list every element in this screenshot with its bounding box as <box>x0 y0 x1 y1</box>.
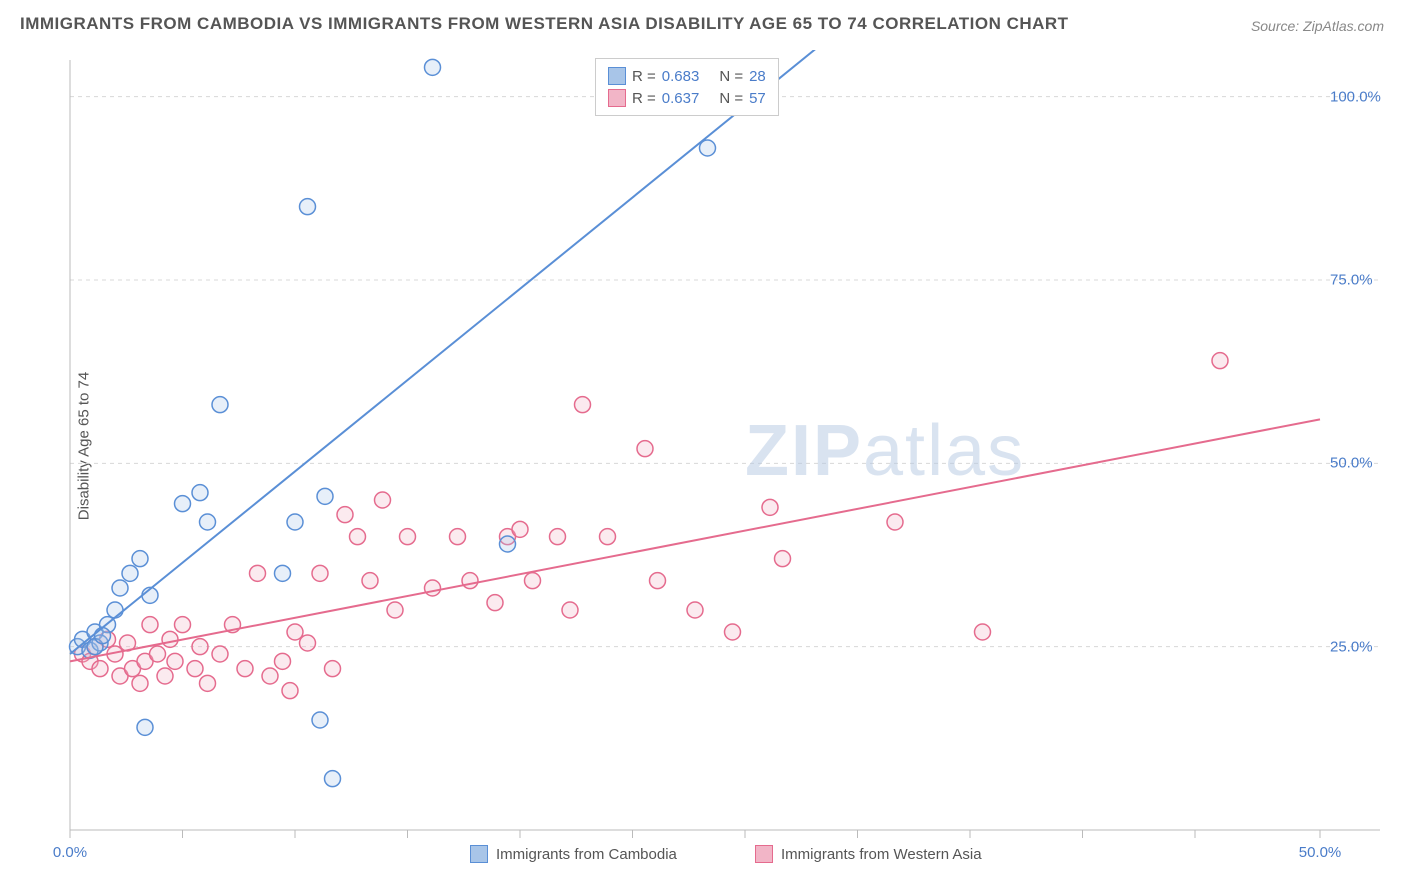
legend-swatch <box>608 67 626 85</box>
chart-title: IMMIGRANTS FROM CAMBODIA VS IMMIGRANTS F… <box>20 14 1069 34</box>
legend-n-label: N = <box>719 90 743 107</box>
legend-n-value: 28 <box>749 68 766 85</box>
legend-n-value: 57 <box>749 90 766 107</box>
x-tick-label: 50.0% <box>1299 844 1342 861</box>
y-tick-label: 100.0% <box>1330 88 1381 105</box>
y-tick-label: 25.0% <box>1330 638 1373 655</box>
chart-area: ZIPatlas R =0.683N =28R =0.637N =57 0.0%… <box>55 50 1335 840</box>
legend-r-label: R = <box>632 90 656 107</box>
legend-swatch <box>755 845 773 863</box>
stats-legend: R = 0.683 N = 28 R = 0.637 N = 57 <box>595 58 779 116</box>
legend-r-value: 0.637 <box>662 90 700 107</box>
source-attribution: Source: ZipAtlas.com <box>1251 18 1384 34</box>
x-tick-label: 0.0% <box>53 844 87 861</box>
y-tick-label: 50.0% <box>1330 455 1373 472</box>
legend-n-label: N = <box>719 68 743 85</box>
bottom-legend-western-asia: Immigrants from Western Asia <box>755 845 982 863</box>
legend-series-label: Immigrants from Cambodia <box>496 846 677 863</box>
scatter-chart-svg <box>55 50 1400 860</box>
stats-legend-row: R = 0.683 N = 28 <box>608 65 766 87</box>
legend-swatch <box>470 845 488 863</box>
legend-series-label: Immigrants from Western Asia <box>781 846 982 863</box>
legend-r-value: 0.683 <box>662 68 700 85</box>
y-tick-label: 75.0% <box>1330 272 1373 289</box>
bottom-legend-cambodia: Immigrants from Cambodia <box>470 845 677 863</box>
legend-r-label: R = <box>632 68 656 85</box>
legend-swatch <box>608 89 626 107</box>
stats-legend-row: R = 0.637 N = 57 <box>608 87 766 109</box>
